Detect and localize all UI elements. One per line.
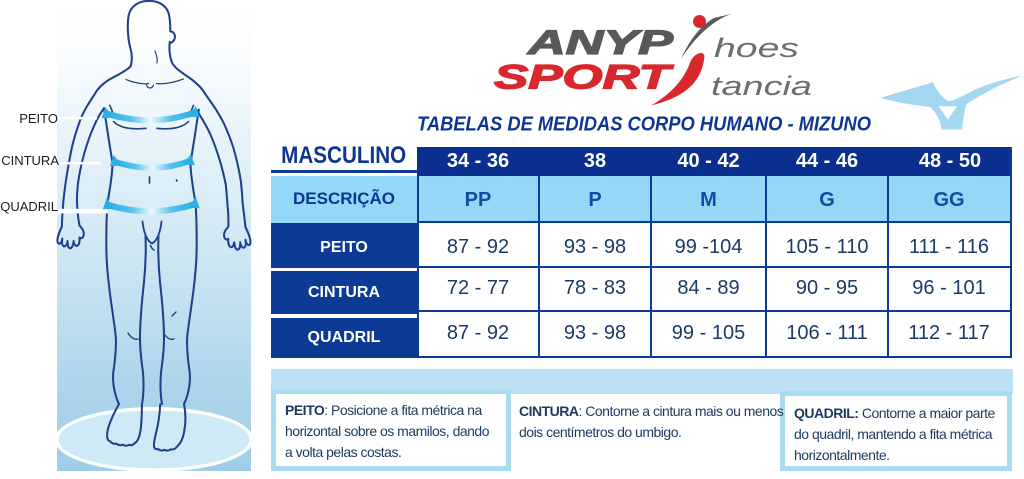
svg-text:tancia: tancia [711, 71, 812, 101]
svg-text:ANYP: ANYP [526, 24, 673, 62]
svg-text:SPORT: SPORT [494, 59, 675, 97]
svg-text:TABELAS DE MEDIDAS CORPO HUMAN: TABELAS DE MEDIDAS CORPO HUMANO - MIZUNO [417, 114, 871, 136]
svg-text:hoes: hoes [714, 33, 799, 63]
